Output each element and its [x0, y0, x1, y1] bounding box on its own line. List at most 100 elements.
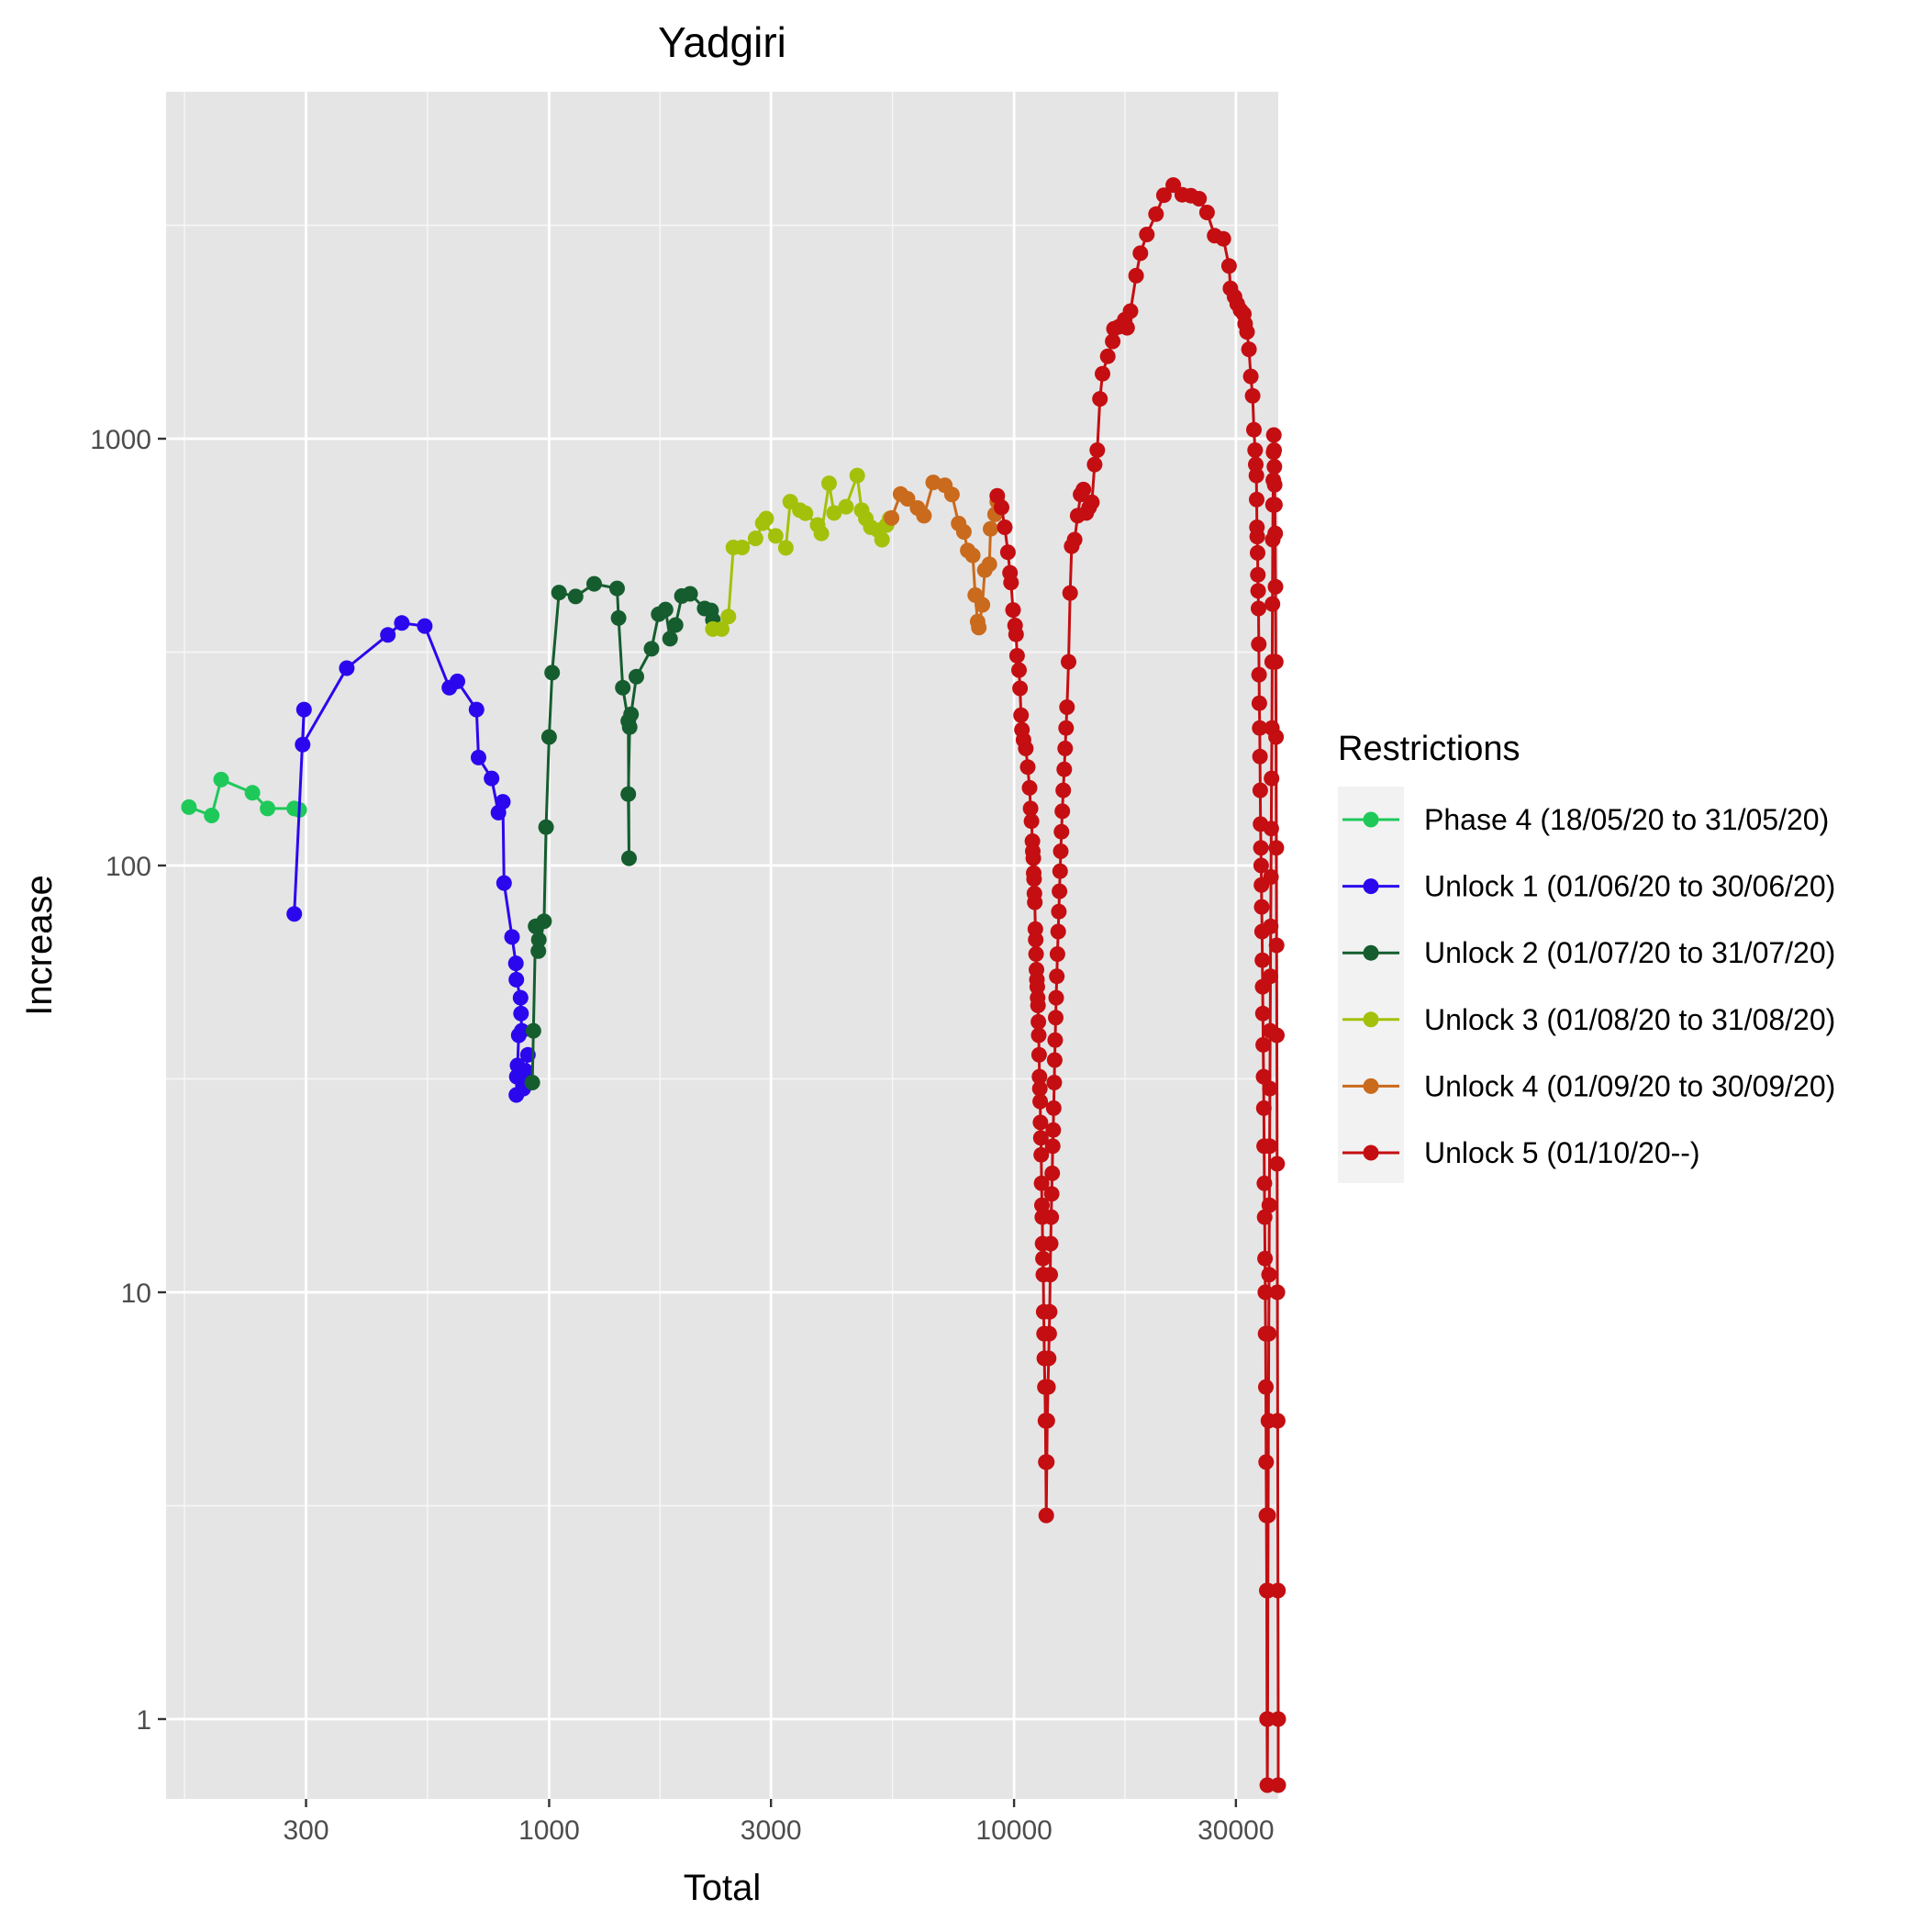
data-point	[525, 1022, 541, 1039]
data-point	[1266, 476, 1283, 493]
data-point	[495, 794, 511, 810]
legend: Restrictions Phase 4 (18/05/20 to 31/05/…	[1338, 730, 1835, 1183]
data-point	[468, 701, 485, 718]
data-point	[1252, 720, 1268, 736]
data-point	[1220, 258, 1237, 274]
legend-label: Unlock 1 (01/06/20 to 30/06/20)	[1424, 870, 1835, 903]
legend-key-point	[1363, 878, 1379, 895]
y-tick-label: 1	[136, 1705, 151, 1736]
data-point	[1086, 456, 1103, 473]
data-point	[1249, 491, 1264, 508]
data-point	[530, 943, 547, 959]
data-point	[1032, 1093, 1049, 1110]
data-point	[1053, 823, 1070, 840]
data-point	[797, 505, 814, 521]
data-point	[1062, 585, 1078, 601]
data-point	[1044, 1138, 1061, 1155]
data-point	[496, 875, 512, 891]
data-point	[1265, 427, 1282, 443]
data-point	[662, 631, 678, 647]
data-point	[609, 580, 625, 597]
data-point	[849, 467, 865, 484]
series-layer	[181, 177, 1287, 1793]
data-point	[1052, 863, 1068, 879]
data-point	[1258, 1379, 1274, 1395]
data-point	[1035, 1250, 1052, 1267]
data-point	[1256, 1209, 1273, 1225]
x-axis-title: Total	[684, 1868, 762, 1908]
data-point	[551, 585, 567, 601]
legend-label: Unlock 4 (01/09/20 to 30/09/20)	[1424, 1069, 1835, 1102]
data-point	[380, 627, 396, 643]
data-point	[1033, 1175, 1050, 1191]
data-point	[1255, 1100, 1272, 1116]
data-point	[1028, 946, 1044, 962]
data-point	[1270, 1777, 1287, 1793]
data-point	[1041, 1303, 1058, 1320]
data-point	[1264, 770, 1280, 787]
x-tick-label: 1000	[518, 1815, 580, 1846]
data-point	[244, 785, 261, 801]
data-point	[884, 509, 900, 526]
data-point	[1029, 978, 1045, 995]
data-point	[1119, 319, 1135, 336]
series-1	[181, 771, 307, 823]
legend-item: Unlock 4 (01/09/20 to 30/09/20)	[1342, 1069, 1835, 1102]
data-point	[629, 668, 644, 685]
data-point	[1132, 245, 1149, 262]
data-point	[1263, 869, 1279, 885]
legend-item: Phase 4 (18/05/20 to 31/05/20)	[1342, 803, 1829, 836]
data-point	[1255, 1036, 1272, 1053]
data-point	[1269, 1413, 1286, 1429]
data-point	[394, 615, 410, 631]
data-point	[1040, 1379, 1056, 1395]
data-point	[1256, 1175, 1273, 1191]
data-point	[1030, 998, 1046, 1013]
data-point	[925, 475, 941, 491]
data-point	[1048, 989, 1064, 1006]
data-point	[1261, 1325, 1277, 1342]
data-point	[1268, 937, 1285, 954]
data-point	[1263, 821, 1279, 837]
legend-label: Unlock 3 (01/08/20 to 31/08/20)	[1424, 1003, 1835, 1036]
data-point	[1246, 421, 1262, 438]
legend-label: Unlock 2 (01/07/20 to 31/07/20)	[1424, 936, 1835, 969]
data-point	[1059, 699, 1075, 715]
data-point	[1241, 341, 1257, 358]
data-point	[1054, 803, 1071, 820]
data-point	[1244, 387, 1261, 404]
data-point	[538, 819, 554, 835]
data-point	[1044, 1165, 1061, 1181]
data-point	[838, 498, 854, 515]
data-point	[1257, 1250, 1274, 1267]
series-6	[989, 177, 1287, 1793]
data-point	[1030, 1046, 1047, 1063]
data-point	[1252, 782, 1268, 798]
data-point	[620, 786, 637, 802]
legend-key-point	[1363, 944, 1379, 961]
data-point	[621, 719, 638, 735]
data-point	[1251, 600, 1266, 617]
grid-major	[166, 92, 1278, 1799]
data-point	[1269, 1156, 1286, 1172]
data-point	[747, 530, 763, 547]
legend-item: Unlock 2 (01/07/20 to 31/07/20)	[1342, 936, 1835, 969]
data-point	[1269, 1027, 1285, 1044]
data-point	[1248, 456, 1264, 473]
data-point	[1030, 1027, 1047, 1044]
data-point	[615, 679, 631, 696]
data-point	[821, 475, 837, 492]
y-tick-label: 100	[106, 852, 151, 882]
legend-label: Unlock 5 (01/10/20--)	[1424, 1136, 1700, 1169]
data-point	[1261, 1197, 1277, 1213]
data-point	[295, 701, 312, 718]
data-point	[1261, 1267, 1277, 1283]
data-point	[714, 620, 730, 637]
data-point	[1250, 544, 1265, 561]
data-point	[260, 800, 276, 817]
data-point	[1092, 391, 1108, 408]
data-point	[524, 1075, 540, 1090]
legend-label: Phase 4 (18/05/20 to 31/05/20)	[1424, 803, 1829, 836]
data-point	[1254, 1005, 1271, 1022]
data-point	[1270, 1582, 1287, 1599]
